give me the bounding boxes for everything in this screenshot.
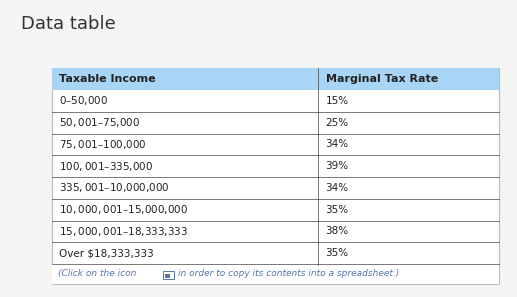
Text: in order to copy its contents into a spreadsheet.): in order to copy its contents into a spr… (178, 269, 400, 278)
Bar (52, 264, 499, 284)
Text: 34%: 34% (326, 139, 348, 149)
Text: Data table: Data table (21, 15, 115, 33)
Text: 35%: 35% (326, 205, 348, 215)
Text: $50,001 – $75,000: $50,001 – $75,000 (59, 116, 141, 129)
Bar (165, 274, 170, 278)
Text: $335,001 – $10,000,000: $335,001 – $10,000,000 (59, 181, 170, 195)
Text: $0 – $50,000: $0 – $50,000 (59, 94, 109, 108)
Text: Marginal Tax Rate: Marginal Tax Rate (326, 74, 438, 84)
Text: 39%: 39% (326, 161, 348, 171)
Text: 35%: 35% (326, 248, 348, 258)
Text: Over $18,333,333: Over $18,333,333 (59, 248, 154, 258)
Bar (52, 68, 499, 284)
Text: $75,001 – $100,000: $75,001 – $100,000 (59, 138, 147, 151)
Text: (Click on the icon: (Click on the icon (58, 269, 136, 278)
Text: $100,001 – $335,000: $100,001 – $335,000 (59, 160, 154, 173)
Text: Taxable Income: Taxable Income (59, 74, 156, 84)
Text: $10,000,001 – $15,000,000: $10,000,001 – $15,000,000 (59, 203, 189, 216)
Bar (52, 68, 499, 90)
Text: $15,000,001 – $18,333,333: $15,000,001 – $18,333,333 (59, 225, 189, 238)
Text: 15%: 15% (326, 96, 348, 106)
Text: 25%: 25% (326, 118, 348, 128)
Bar (163, 271, 174, 279)
Text: 34%: 34% (326, 183, 348, 193)
Text: 38%: 38% (326, 226, 348, 236)
